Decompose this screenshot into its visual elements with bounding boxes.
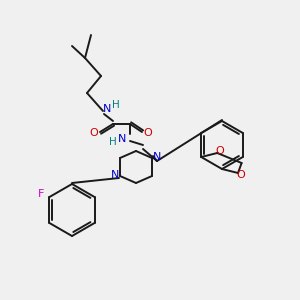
Text: H: H (112, 100, 120, 110)
Text: N: N (118, 134, 126, 144)
Text: O: O (144, 128, 152, 138)
Text: N: N (111, 170, 119, 180)
Text: O: O (216, 146, 225, 156)
Text: F: F (38, 189, 45, 199)
Text: N: N (153, 152, 161, 162)
Text: N: N (103, 104, 111, 114)
Text: O: O (90, 128, 98, 138)
Text: H: H (109, 137, 117, 147)
Text: O: O (237, 170, 245, 180)
